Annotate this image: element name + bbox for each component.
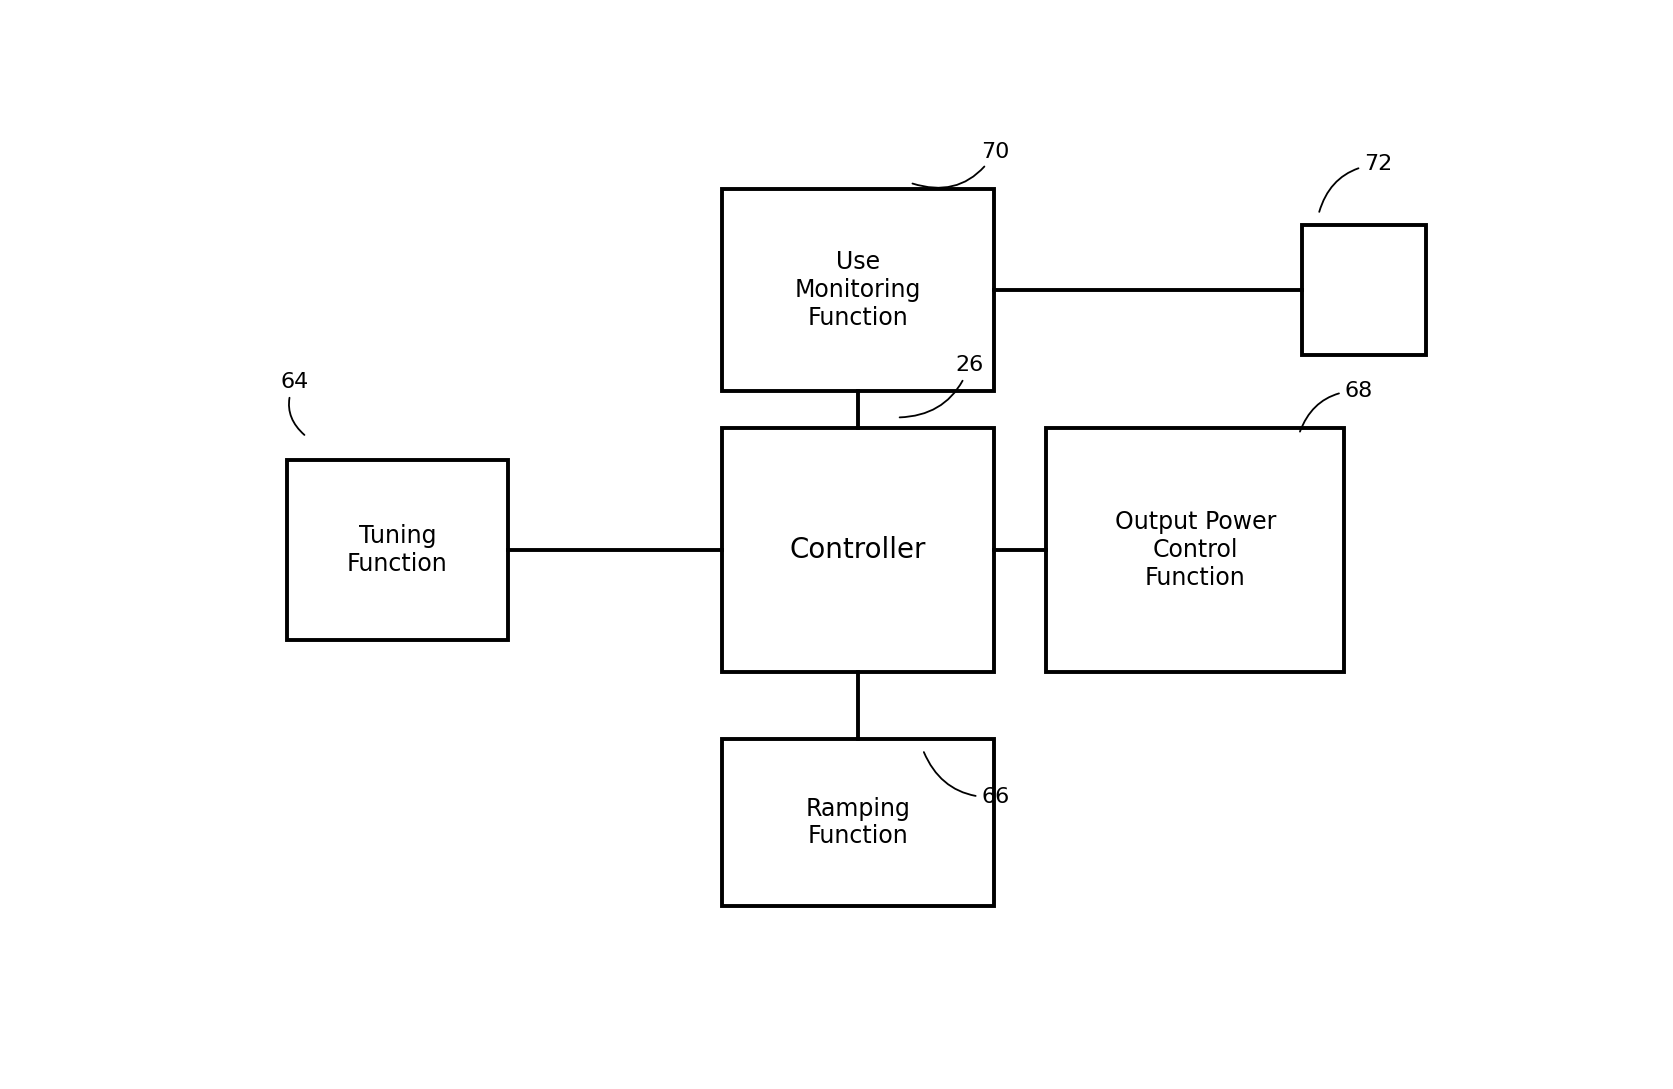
Bar: [288, 460, 507, 640]
Text: 70: 70: [912, 142, 1009, 187]
Text: 68: 68: [1300, 381, 1372, 431]
Text: 66: 66: [923, 752, 1009, 807]
Bar: [721, 738, 994, 906]
Text: Use
Monitoring
Function: Use Monitoring Function: [795, 250, 920, 330]
Text: Tuning
Function: Tuning Function: [346, 524, 447, 576]
Bar: [721, 428, 994, 672]
Text: 72: 72: [1318, 155, 1392, 212]
Text: 64: 64: [281, 372, 310, 435]
Text: Output Power
Control
Function: Output Power Control Function: [1114, 510, 1275, 590]
Text: 26: 26: [898, 355, 984, 417]
Bar: [721, 189, 994, 391]
Text: Controller: Controller: [790, 536, 925, 564]
Bar: [1302, 225, 1425, 355]
Bar: [1046, 428, 1343, 672]
Text: Ramping
Function: Ramping Function: [805, 796, 910, 848]
